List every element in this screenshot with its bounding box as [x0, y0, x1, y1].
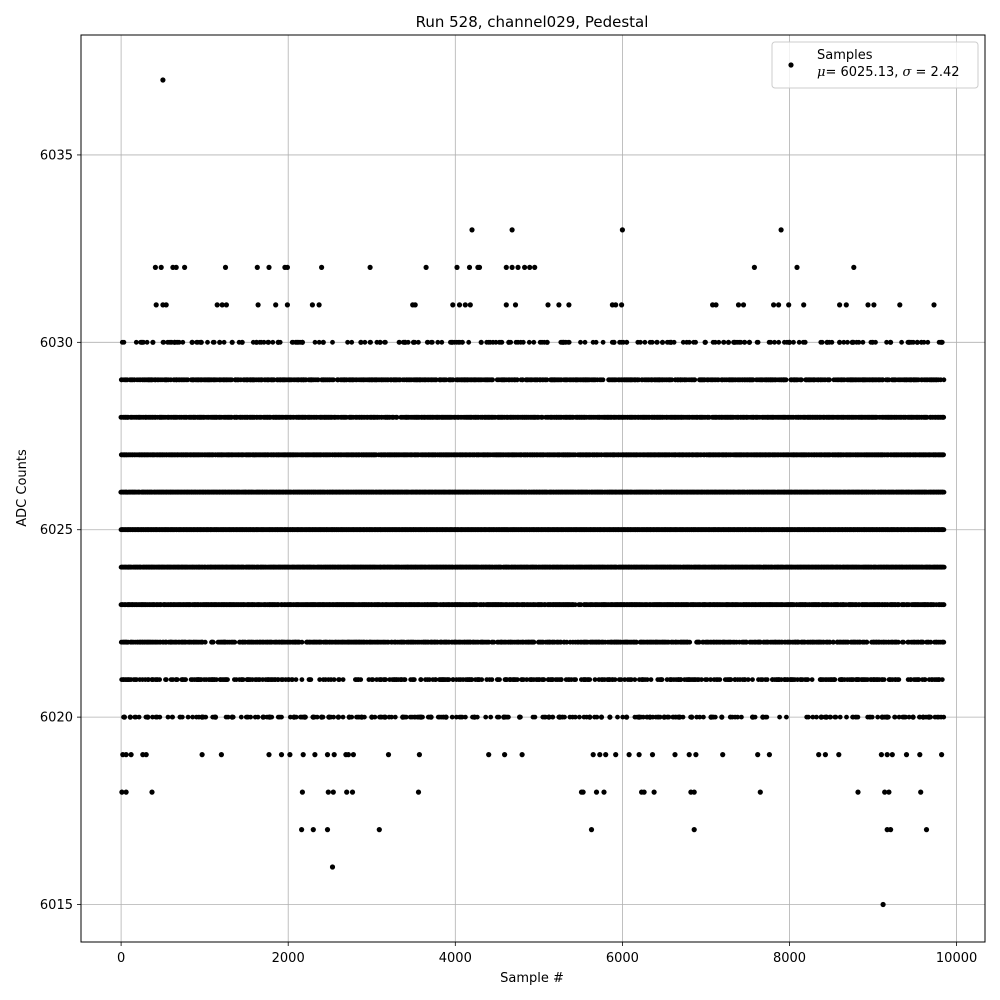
data-point [831, 639, 836, 645]
data-point [941, 639, 947, 645]
data-point [941, 602, 947, 608]
data-point [744, 639, 749, 645]
data-point [531, 639, 537, 645]
data-point [634, 639, 639, 645]
data-point [299, 639, 305, 645]
data-point [941, 527, 947, 533]
data-point [572, 602, 578, 608]
data-points [118, 77, 947, 908]
data-point [896, 639, 901, 645]
data-point [232, 639, 238, 645]
data-point [564, 639, 570, 645]
data-point [210, 639, 216, 645]
data-point [928, 639, 934, 645]
data-point [901, 639, 906, 645]
data-point [491, 639, 497, 645]
data-point [941, 564, 947, 570]
data-point [202, 639, 208, 645]
data-point [687, 639, 693, 645]
data-point [864, 639, 870, 645]
data-point [696, 639, 702, 645]
data-point [920, 639, 926, 645]
